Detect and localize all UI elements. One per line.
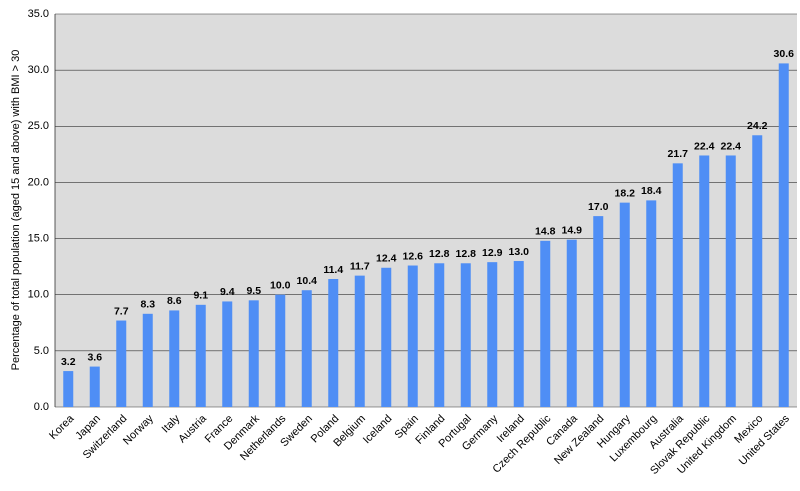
bar xyxy=(89,366,100,407)
bar xyxy=(434,263,445,407)
value-label: 12.8 xyxy=(429,248,450,260)
bar xyxy=(301,290,312,407)
bar xyxy=(460,263,471,407)
x-tick-label: Norway xyxy=(121,412,156,447)
bar xyxy=(725,155,736,407)
value-label: 22.4 xyxy=(694,140,715,152)
bar xyxy=(593,216,604,407)
value-label: 12.9 xyxy=(482,247,503,259)
x-tick-label: Iceland xyxy=(361,413,395,447)
bar xyxy=(672,163,683,407)
bar xyxy=(275,294,286,407)
bar xyxy=(328,278,339,407)
bar xyxy=(407,265,418,407)
value-label: 11.7 xyxy=(350,260,370,272)
bar xyxy=(540,240,551,407)
y-tick-label: 20.0 xyxy=(28,176,49,188)
y-tick-label: 0.0 xyxy=(34,401,49,413)
value-label: 21.7 xyxy=(668,148,689,160)
value-label: 8.6 xyxy=(167,295,182,307)
value-label: 10.0 xyxy=(270,279,291,291)
bar xyxy=(381,267,392,407)
value-label: 30.6 xyxy=(774,48,795,60)
y-tick-label: 5.0 xyxy=(34,345,49,357)
value-label: 10.4 xyxy=(297,275,318,287)
plot-area xyxy=(55,14,797,407)
bar xyxy=(778,63,789,408)
value-label: 14.8 xyxy=(535,226,556,238)
bar xyxy=(195,304,206,407)
value-label: 14.9 xyxy=(562,224,583,236)
value-label: 11.4 xyxy=(323,264,343,276)
value-label: 18.2 xyxy=(615,187,636,199)
bar xyxy=(619,202,630,407)
value-label: 22.4 xyxy=(721,140,742,152)
y-tick-label: 25.0 xyxy=(28,120,49,132)
value-label: 18.4 xyxy=(641,185,662,197)
bar xyxy=(566,239,577,407)
y-tick-label: 10.0 xyxy=(28,289,49,301)
value-label: 13.0 xyxy=(509,246,530,258)
bar xyxy=(142,313,153,407)
value-label: 9.5 xyxy=(246,285,261,297)
y-tick-label: 15.0 xyxy=(28,232,49,244)
bar xyxy=(354,275,365,407)
bar xyxy=(699,155,710,407)
bar xyxy=(646,200,657,407)
value-label: 9.1 xyxy=(193,290,208,302)
x-tick-label: Italy xyxy=(160,412,183,435)
value-label: 12.6 xyxy=(403,250,424,262)
y-tick-label: 35.0 xyxy=(28,8,49,20)
value-label: 9.4 xyxy=(220,286,235,298)
value-label: 24.2 xyxy=(747,120,768,132)
bar xyxy=(169,310,180,407)
y-axis-label: Percentage of total population (aged 15 … xyxy=(10,50,22,371)
value-label: 12.8 xyxy=(456,248,477,260)
x-tick-label: Austria xyxy=(176,412,209,445)
value-label: 17.0 xyxy=(588,201,609,213)
value-label: 7.7 xyxy=(114,305,129,317)
value-label: 8.3 xyxy=(140,299,155,311)
bar xyxy=(513,261,524,407)
value-label: 12.4 xyxy=(376,253,397,265)
bar xyxy=(116,320,127,407)
bar xyxy=(248,300,259,407)
value-label: 3.6 xyxy=(87,351,102,363)
bar xyxy=(487,262,498,407)
bar xyxy=(63,371,74,407)
value-label: 3.2 xyxy=(61,356,76,368)
x-tick-label: Korea xyxy=(47,412,77,442)
y-tick-label: 30.0 xyxy=(28,64,49,76)
bar xyxy=(752,135,763,408)
bar xyxy=(222,301,233,407)
